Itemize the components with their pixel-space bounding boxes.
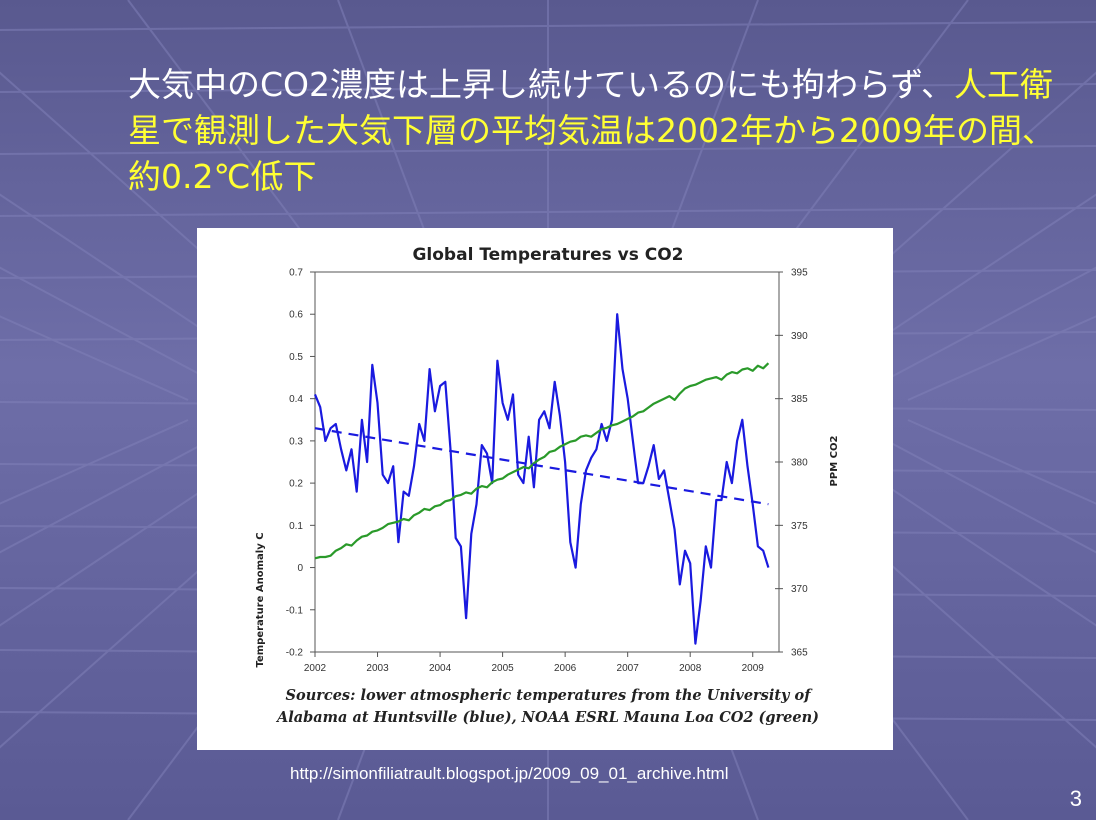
x-tick-label: 2009 [742, 663, 765, 674]
y-tick-label: 0.6 [289, 310, 303, 321]
x-tick-label: 2007 [617, 663, 640, 674]
y-tick-label: 0.7 [289, 268, 303, 279]
y-tick-label: -0.1 [286, 605, 304, 616]
chart-title: Global Temperatures vs CO2 [412, 245, 683, 265]
y2-axis-label: PPM CO2 [829, 436, 840, 487]
y-tick-label: 0.2 [289, 479, 303, 490]
title-white-text: 大気中のCO2濃度は上昇し続けているのにも拘わらず、 [128, 65, 955, 104]
y2-tick-label: 395 [791, 268, 808, 279]
temperature-trend-line [314, 427, 769, 506]
x-tick-label: 2004 [429, 663, 452, 674]
x-tick-label: 2006 [554, 663, 577, 674]
y-tick-label: 0.3 [289, 436, 303, 447]
chart-series [313, 313, 770, 645]
title-highlight-text: 人工衛星で観測した大気下層の平均気温は2002年から2009年の間、約0.2℃低… [128, 65, 1055, 196]
background-grid-line [0, 315, 189, 401]
y2-tick-label: 385 [791, 394, 808, 405]
chart-panel: Global Temperatures vs CO2 0.7 0.6 0.5 0.4 0… [197, 228, 893, 750]
y2-tick-label: 380 [791, 458, 808, 469]
x-tick-label: 2003 [366, 663, 389, 674]
slide-title: 大気中のCO2濃度は上昇し続けているのにも拘わらず、人工衛星で観測した大気下層の… [128, 62, 1058, 200]
background-grid-line [907, 315, 1096, 401]
y-tick-label: 0 [297, 563, 303, 574]
background-grid-line [847, 266, 1096, 401]
y-tick-label: 0.5 [289, 352, 303, 363]
background-grid-line [0, 419, 249, 554]
y-tick-label: 0.1 [289, 521, 303, 532]
x-tick-label: 2005 [491, 663, 514, 674]
y2-tick-label: 375 [791, 521, 808, 532]
y2-tick-label: 370 [791, 584, 808, 595]
y-axis-label: Temperature Anomaly C [255, 532, 266, 667]
y-tick-label: -0.2 [286, 648, 304, 659]
chart-axes: 0.7 0.6 0.5 0.4 0.3 0.2 0.1 0 -0.1 -0.2 395 390 385 3… [286, 268, 808, 675]
background-grid-line [0, 419, 189, 505]
temperature-series-line [313, 313, 770, 645]
background-grid-line [907, 419, 1096, 505]
background-grid-line [847, 419, 1096, 554]
page-number: 3 [1069, 786, 1082, 811]
co2-series-line [314, 362, 770, 560]
temperature-co2-chart: Global Temperatures vs CO2 0.70.60.50.40… [255, 245, 840, 726]
y2-tick-label: 365 [791, 648, 808, 659]
background-grid-line [0, 266, 249, 401]
chart-note-line-1: Sources: lower atmospheric temperatures … [286, 687, 814, 704]
y-tick-label: 0.4 [289, 394, 303, 405]
y2-tick-label: 390 [791, 331, 808, 342]
x-tick-label: 2002 [304, 663, 327, 674]
source-url: http://simonfiliatrault.blogspot.jp/2009… [290, 764, 729, 783]
x-tick-label: 2008 [679, 663, 702, 674]
chart-note-line-2: Alabama at Huntsville (blue), NOAA ESRL … [275, 709, 819, 726]
plot-frame [314, 271, 780, 653]
